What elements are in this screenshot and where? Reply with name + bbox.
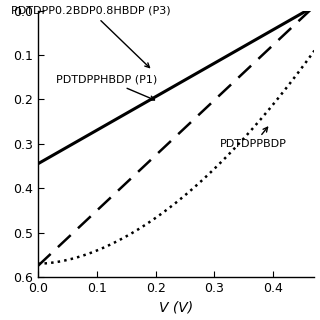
X-axis label: V (V): V (V): [159, 300, 193, 315]
Text: PDTDPPHBDP (P1): PDTDPPHBDP (P1): [56, 75, 157, 100]
Text: PDTDPP0.2BDP0.8HBDP (P3): PDTDPP0.2BDP0.8HBDP (P3): [11, 6, 171, 68]
Text: PDTDPPBDP: PDTDPPBDP: [220, 127, 287, 149]
